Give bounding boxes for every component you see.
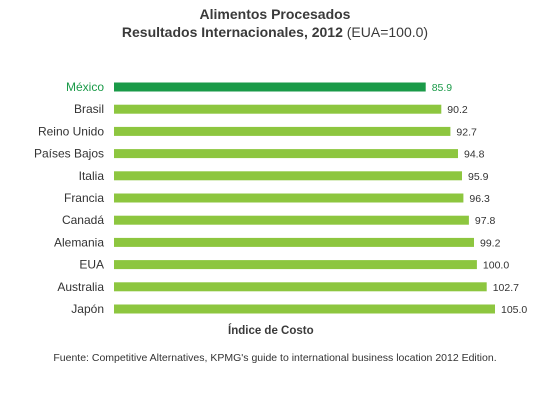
value-label: 99.2 xyxy=(480,237,501,249)
category-label: Reino Unido xyxy=(38,124,104,138)
bar xyxy=(114,104,442,114)
bar xyxy=(114,237,474,247)
value-label: 96.3 xyxy=(469,193,490,205)
category-label: Australia xyxy=(57,280,104,294)
value-label: 95.9 xyxy=(468,171,489,183)
category-label: Brasil xyxy=(74,102,104,116)
category-label: Alemania xyxy=(54,235,104,249)
source-note: Fuente: Competitive Alternatives, KPMG's… xyxy=(53,352,497,364)
chart-title: Alimentos Procesados xyxy=(199,6,351,22)
bar xyxy=(114,149,458,159)
chart-subtitle-rest: (EUA=100.0) xyxy=(342,24,429,40)
category-label: Francia xyxy=(64,191,104,205)
value-label: 85.9 xyxy=(432,82,453,94)
category-label: Italia xyxy=(79,169,105,183)
bar xyxy=(114,215,469,225)
category-label: Países Bajos xyxy=(34,147,104,161)
x-axis-label: Índice de Costo xyxy=(228,325,314,337)
value-label: 100.0 xyxy=(483,260,509,272)
value-label: 105.0 xyxy=(501,304,527,316)
bar xyxy=(114,193,464,203)
category-label: Canadá xyxy=(62,213,104,227)
value-label: 90.2 xyxy=(447,104,468,116)
bar xyxy=(114,282,487,292)
value-label: 92.7 xyxy=(456,126,477,138)
bar xyxy=(114,260,477,270)
category-label: Japón xyxy=(71,302,104,316)
chart-subtitle: Resultados Internacionales, 2012 (EUA=10… xyxy=(0,24,550,40)
bar xyxy=(114,304,495,314)
bar xyxy=(114,171,462,181)
value-label: 94.8 xyxy=(464,149,485,161)
category-label: EUA xyxy=(79,258,104,272)
value-label: 97.8 xyxy=(475,215,496,227)
category-label: México xyxy=(66,80,104,94)
bar xyxy=(114,82,426,92)
chart-subtitle-bold: Resultados Internacionales, 2012 xyxy=(121,24,343,40)
bar xyxy=(114,126,451,136)
value-label: 102.7 xyxy=(493,282,519,294)
